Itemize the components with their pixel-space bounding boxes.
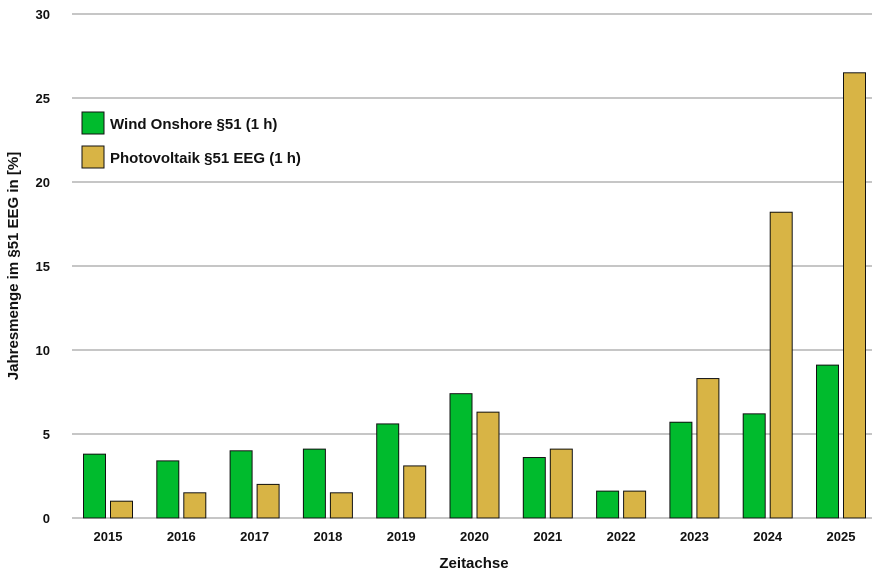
y-tick-label: 20 <box>36 175 50 190</box>
bar-wind-2022 <box>596 490 620 519</box>
bar-wind-2025 <box>816 364 839 519</box>
bar-pv-2023 <box>696 378 720 519</box>
bar-wind-2019 <box>376 423 400 519</box>
bar-wind-2023 <box>669 421 693 519</box>
bar-pv-2020 <box>476 411 500 519</box>
bar-pv-2025 <box>843 72 866 519</box>
x-axis-title: Zeitachse <box>439 555 508 572</box>
y-tick-label: 15 <box>36 259 50 274</box>
x-tick-label: 2020 <box>460 529 489 544</box>
bar-pv-2022 <box>623 490 647 519</box>
legend-label-wind: Wind Onshore §51 (1 h) <box>110 116 277 133</box>
bar-pv-2016 <box>183 492 207 519</box>
x-tick-label: 2023 <box>680 529 709 544</box>
bars <box>83 72 866 519</box>
bar-pv-2018 <box>329 492 353 519</box>
bar-wind-2024 <box>742 413 766 519</box>
x-tick-label: 2025 <box>827 529 856 544</box>
x-tick-label: 2016 <box>167 529 196 544</box>
legend: Wind Onshore §51 (1 h) Photovoltaik §51 … <box>81 111 301 169</box>
legend-swatch-wind <box>81 111 105 135</box>
y-tick-label: 0 <box>43 511 50 526</box>
legend-label-pv: Photovoltaik §51 EEG (1 h) <box>110 150 301 167</box>
y-tick-label: 10 <box>36 343 50 358</box>
x-axis-ticks: 2015 2016 2017 2018 2019 2020 2021 2022 2023 2024… <box>94 529 856 544</box>
y-tick-label: 25 <box>36 91 50 106</box>
bar-wind-2018 <box>302 448 326 519</box>
bar-wind-2020 <box>449 393 473 519</box>
x-tick-label: 2018 <box>313 529 342 544</box>
bar-pv-2019 <box>403 465 427 519</box>
bar-wind-2017 <box>229 450 253 519</box>
x-tick-label: 2024 <box>753 529 783 544</box>
y-axis-ticks: 0 5 10 15 20 25 30 <box>36 7 50 526</box>
bar-wind-2016 <box>156 460 180 519</box>
y-axis-title: Jahresmenge im §51 EEG in [%] <box>5 152 22 380</box>
y-tick-label: 30 <box>36 7 50 22</box>
legend-swatch-pv <box>81 145 105 169</box>
gridlines <box>72 13 872 519</box>
bar-pv-2021 <box>549 448 573 519</box>
x-tick-label: 2015 <box>94 529 123 544</box>
bar-pv-2017 <box>256 483 280 519</box>
x-tick-label: 2019 <box>387 529 416 544</box>
y-tick-label: 5 <box>43 427 50 442</box>
bar-wind-2021 <box>522 457 546 519</box>
bar-pv-2015 <box>110 500 133 519</box>
x-tick-label: 2021 <box>533 529 562 544</box>
x-tick-label: 2022 <box>607 529 636 544</box>
bar-wind-2015 <box>83 453 106 519</box>
x-tick-label: 2017 <box>240 529 269 544</box>
bar-pv-2024 <box>769 211 793 519</box>
